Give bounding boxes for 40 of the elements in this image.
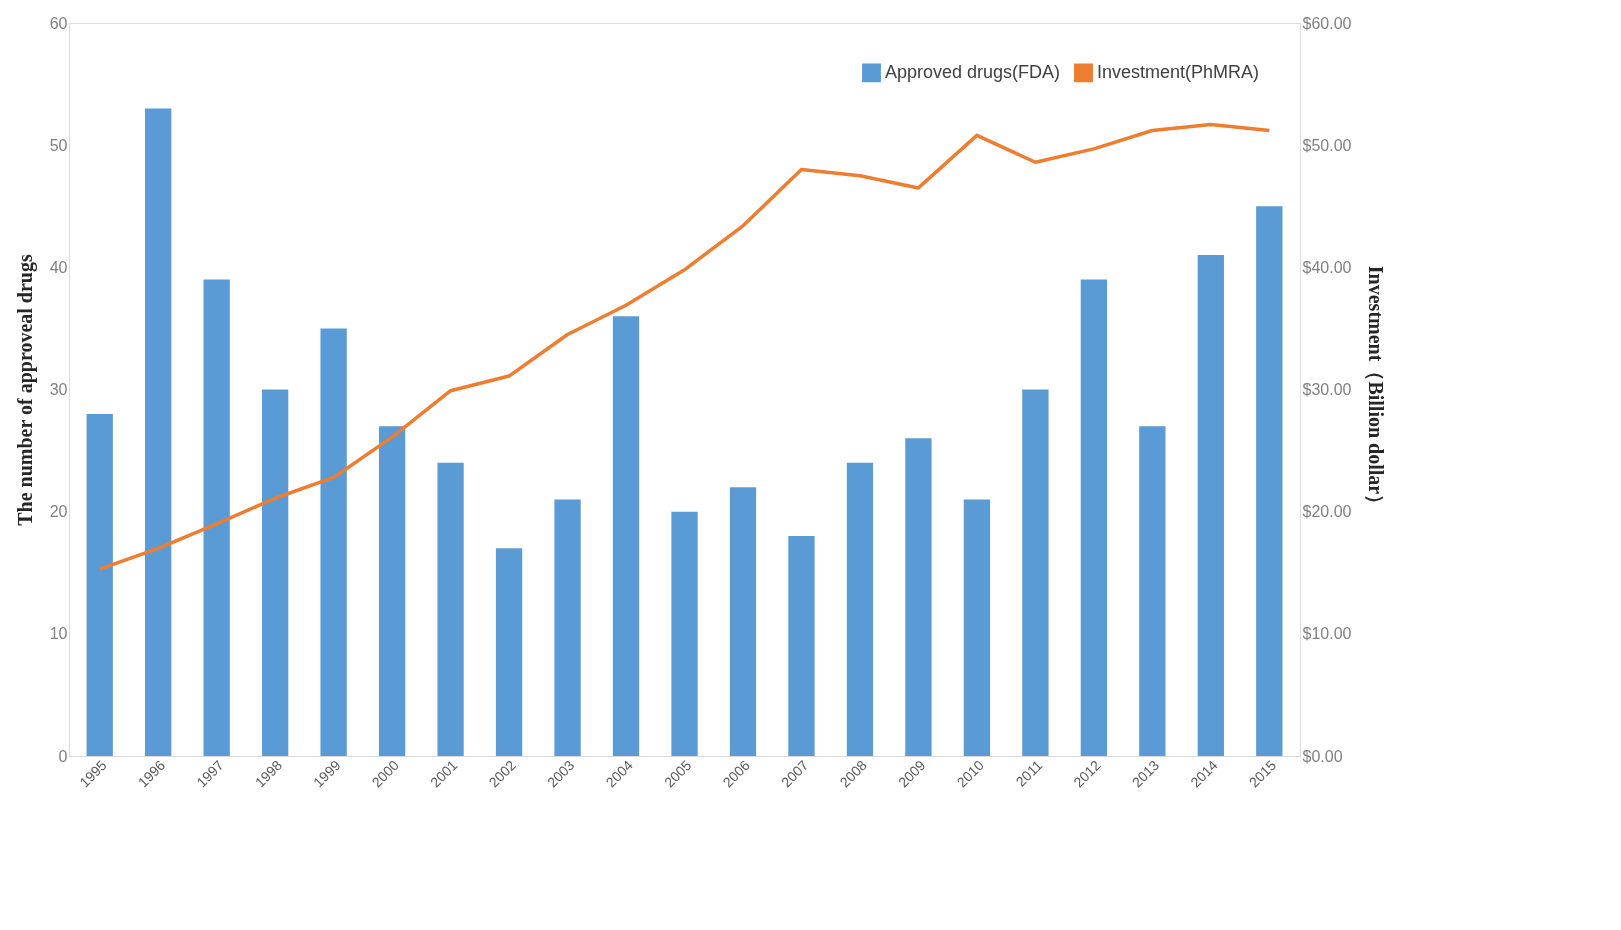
bar xyxy=(788,536,815,756)
bar xyxy=(963,499,991,756)
bar xyxy=(1139,426,1166,756)
bar xyxy=(203,279,230,756)
y-tick-label: 40 xyxy=(49,258,68,276)
bar xyxy=(145,108,172,756)
bar xyxy=(905,438,932,756)
y2-tick-label: $40.00 xyxy=(1302,258,1352,276)
y-axis-title: The number of approveal drugs xyxy=(13,254,37,526)
legend-label: Approved drugs(FDA) xyxy=(885,61,1061,82)
bar xyxy=(1256,206,1283,756)
bar xyxy=(671,511,698,756)
bar xyxy=(437,462,464,756)
bar xyxy=(1080,279,1108,756)
y2-tick-label: $0.00 xyxy=(1302,747,1343,765)
bar xyxy=(612,316,640,756)
y-tick-label: 10 xyxy=(49,625,68,643)
y-tick-label: 50 xyxy=(49,136,68,154)
y-tick-label: 60 xyxy=(49,14,68,32)
bar xyxy=(261,389,289,756)
bar xyxy=(554,499,581,756)
bar xyxy=(729,487,757,756)
y2-tick-label: $20.00 xyxy=(1302,503,1352,521)
y2-tick-label: $10.00 xyxy=(1302,625,1352,643)
bar xyxy=(495,548,523,756)
y2-axis-title: Investment（Billion dollar） xyxy=(1365,265,1388,515)
bar xyxy=(846,462,874,756)
y-tick-label: 20 xyxy=(49,503,68,521)
line-series xyxy=(97,122,1272,571)
y2-tick-label: $30.00 xyxy=(1302,381,1352,398)
y2-tick-label: $50.00 xyxy=(1302,136,1352,154)
legend-label: Investment(PhMRA) xyxy=(1097,61,1260,82)
y2-tick-label: $60.00 xyxy=(1302,14,1352,32)
bar xyxy=(320,328,347,756)
bar xyxy=(1197,255,1224,756)
y-tick-label: 30 xyxy=(49,381,68,398)
bar xyxy=(1022,389,1049,756)
y-tick-label: 0 xyxy=(58,747,68,765)
bar xyxy=(378,426,406,756)
bar xyxy=(86,413,113,756)
